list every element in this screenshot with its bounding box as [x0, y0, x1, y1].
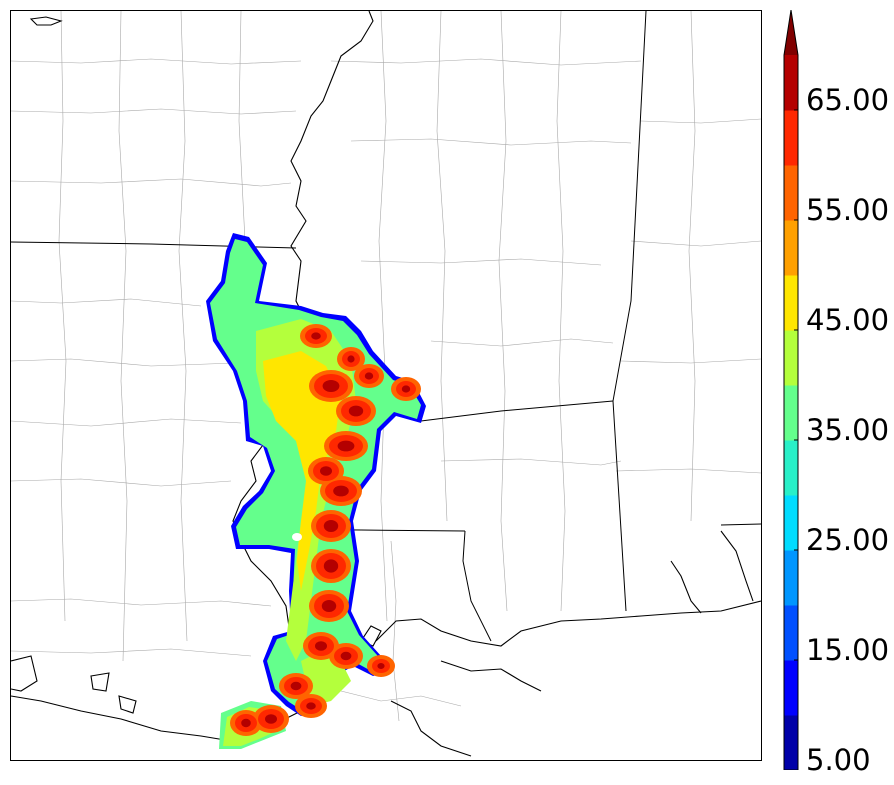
echo-area-45dbz [263, 351, 341, 591]
echo-cell-65dbz [333, 485, 349, 497]
colorbar: 5.00 15.00 25.00 35.00 45.00 55.00 65.00 [780, 10, 894, 775]
county-boundaries [11, 11, 761, 722]
echo-cell-65dbz [320, 466, 332, 476]
colorbar-segment [784, 275, 798, 331]
echo-cell-65dbz [323, 520, 339, 532]
echo-cell-65dbz [377, 663, 385, 669]
echo-cell-65dbz [364, 372, 374, 380]
echo-hole [292, 533, 302, 541]
colorbar-extend-arrow [784, 10, 798, 55]
echo-cell-65dbz [340, 651, 352, 661]
echo-cell-65dbz [290, 681, 302, 691]
colorbar-outline [783, 10, 799, 770]
colorbar-tick-15: 15.00 [806, 633, 890, 667]
colorbar-segment [784, 660, 798, 716]
echo-cell-65dbz [311, 332, 321, 340]
echo-cell-65dbz [322, 380, 340, 392]
echo-cell-65dbz [347, 355, 355, 363]
colorbar-segment [784, 440, 798, 496]
map-canvas [11, 11, 761, 757]
colorbar-segment [784, 55, 798, 111]
colorbar-segment [784, 330, 798, 386]
colorbar-segment [784, 220, 798, 276]
colorbar-tick-5: 5.00 [806, 743, 871, 777]
radar-reflectivity-map [10, 10, 762, 761]
colorbar-tick-65: 65.00 [806, 83, 890, 117]
echo-cell-65dbz [265, 714, 277, 724]
colorbar-tick-25: 25.00 [806, 523, 890, 557]
colorbar-segment [784, 605, 798, 661]
colorbar-segment [784, 550, 798, 606]
colorbar-tick-45: 45.00 [806, 303, 890, 337]
colorbar-scale [783, 10, 799, 770]
colorbar-segment [784, 110, 798, 166]
colorbar-segment [784, 715, 798, 770]
colorbar-segment [784, 495, 798, 551]
colorbar-segment [784, 385, 798, 441]
colorbar-segment [784, 165, 798, 221]
reflectivity-field [206, 233, 426, 749]
echo-cell-65dbz [337, 440, 355, 452]
echo-cell-65dbz [323, 559, 339, 573]
colorbar-tick-55: 55.00 [806, 193, 890, 227]
state-boundaries [11, 11, 761, 642]
echo-cell-65dbz [401, 385, 411, 393]
echo-cell-65dbz [306, 702, 316, 710]
echo-cell-65dbz [315, 641, 327, 651]
echo-cell-65dbz [348, 405, 364, 417]
echo-cell-65dbz [241, 718, 251, 728]
colorbar-tick-35: 35.00 [806, 413, 890, 447]
echo-cell-65dbz [321, 600, 337, 612]
